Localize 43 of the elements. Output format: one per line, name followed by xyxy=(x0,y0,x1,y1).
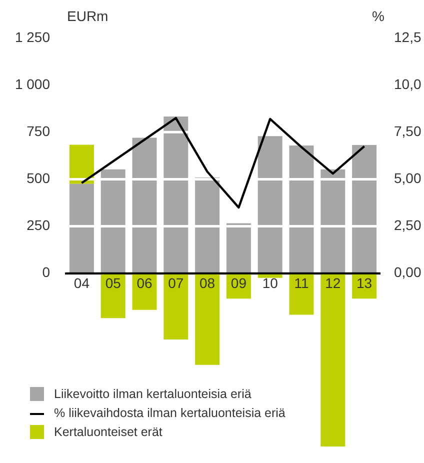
legend-label: Liikevoitto ilman kertaluonteisia eriä xyxy=(54,386,252,403)
bar xyxy=(132,138,157,274)
bar xyxy=(258,136,282,274)
legend-label: Kertaluonteiset erät xyxy=(54,424,162,441)
bar xyxy=(226,223,251,274)
y2-tick-label: 10,0 xyxy=(394,76,422,92)
bar xyxy=(352,144,377,274)
bar xyxy=(320,273,346,447)
y-tick-label: 500 xyxy=(26,170,50,186)
bar xyxy=(100,169,126,274)
x-tick-label: 07 xyxy=(168,275,184,292)
y-tick-label: 250 xyxy=(26,217,50,234)
x-tick-label: 06 xyxy=(136,275,152,292)
bar xyxy=(164,116,188,274)
bar xyxy=(289,146,314,274)
y-axis-title: EURm xyxy=(67,8,108,24)
x-tick-label: 04 xyxy=(74,275,90,292)
x-tick-label: 12 xyxy=(325,275,341,292)
bar xyxy=(289,273,314,315)
x-tick-label: 13 xyxy=(356,275,372,292)
bar xyxy=(320,169,346,274)
x-tick-label: 05 xyxy=(105,275,122,292)
y2-tick-label: 12,5 xyxy=(394,28,422,45)
y-tick-label: 1 000 xyxy=(14,76,50,92)
x-tick-label: 10 xyxy=(262,275,278,292)
y2-axis-title: % xyxy=(372,8,384,24)
x-tick-label: 09 xyxy=(230,275,247,292)
y-tick-label: 750 xyxy=(26,123,50,140)
bar xyxy=(195,178,220,274)
bar xyxy=(164,273,188,340)
bar xyxy=(195,273,220,365)
x-tick-label: 11 xyxy=(294,275,309,292)
bar xyxy=(69,184,94,274)
y-tick-label: 0 xyxy=(42,264,50,280)
legend-label: % liikevaihdosta ilman kertaluonteisia eriä xyxy=(54,405,286,422)
y2-tick-label: 7,50 xyxy=(394,123,422,140)
y-tick-label: 1 250 xyxy=(14,28,50,45)
bar xyxy=(100,273,126,318)
bar xyxy=(69,144,94,184)
y2-tick-label: 0,00 xyxy=(394,264,422,280)
x-tick-label: 08 xyxy=(200,275,216,292)
y2-tick-label: 5,00 xyxy=(394,170,422,186)
y2-tick-label: 2,50 xyxy=(394,217,422,234)
